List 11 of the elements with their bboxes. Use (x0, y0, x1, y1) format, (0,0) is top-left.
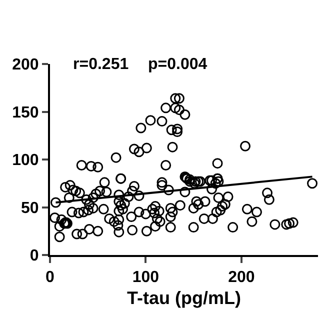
x-tick-label: 100 (132, 269, 160, 286)
x-axis-title: T-tau (pg/mL) (127, 288, 241, 308)
y-tick-label: 100 (12, 152, 39, 170)
x-tick-label: 0 (46, 269, 55, 286)
annotation: r=0.251 (73, 56, 129, 73)
y-tick-label: 0 (30, 248, 39, 265)
y-tick-label: 50 (21, 200, 39, 217)
y-tick-label: 150 (12, 104, 39, 122)
annotation: p=0.004 (148, 56, 208, 73)
y-tick-label: 200 (12, 56, 39, 74)
x-tick-label: 200 (228, 269, 255, 286)
